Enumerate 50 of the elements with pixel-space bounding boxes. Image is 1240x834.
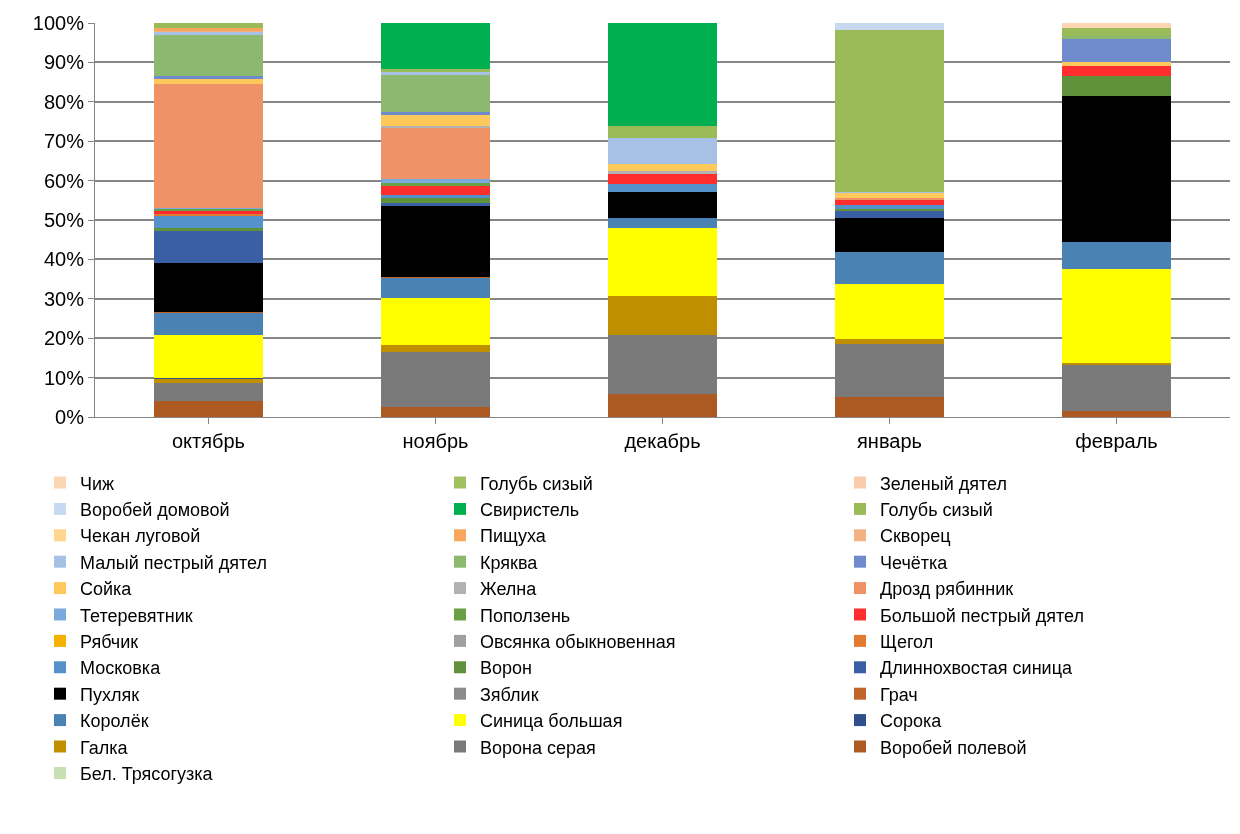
legend-label: Голубь сизый	[880, 499, 993, 520]
legend-label: Московка	[80, 658, 162, 679]
y-tick-label: 0%	[55, 406, 85, 428]
legend-label: Галка	[80, 737, 129, 758]
legend-label: Чечётка	[880, 552, 949, 573]
y-tick-label: 10%	[43, 366, 85, 389]
y-tick-label: 20%	[43, 327, 85, 350]
x-tick-label: декабрь	[624, 430, 701, 452]
y-tick-label: 80%	[43, 90, 85, 113]
x-tick-label: ноябрь	[402, 430, 469, 452]
y-tick-label: 60%	[43, 169, 85, 192]
legend-label: Овсянка обыкновенная	[480, 631, 676, 652]
legend-label: Желна	[480, 579, 538, 600]
legend-label: Чекан луговой	[80, 526, 201, 547]
legend-label: Малый пестрый дятел	[80, 552, 267, 573]
legend-label: Королёк	[80, 711, 149, 732]
legend-label: Воробей домовой	[80, 499, 230, 520]
legend-label: Рябчик	[80, 631, 139, 652]
legend-label: Большой пестрый дятел	[880, 605, 1085, 626]
legend-label: Дрозд рябинник	[880, 579, 1014, 600]
y-tick-label: 40%	[43, 248, 85, 271]
x-tick-label: февраль	[1075, 430, 1158, 452]
y-tick-label: 30%	[43, 287, 85, 310]
legend-label: Пищуха	[480, 526, 547, 547]
legend-label: Ворон	[480, 658, 532, 679]
legend-label: Голубь сизый	[480, 473, 593, 494]
legend-label: Сорока	[880, 711, 943, 732]
legend-label: Бел. Трясогузка	[80, 763, 214, 784]
legend-label: Свиристель	[480, 499, 580, 520]
legend-label: Воробей полевой	[880, 737, 1027, 758]
legend-label: Чиж	[80, 473, 115, 494]
y-tick-label: 50%	[43, 209, 85, 231]
legend-label: Кряква	[480, 552, 539, 573]
y-tick-label: 90%	[43, 51, 85, 74]
legend-label: Тетеревятник	[80, 605, 193, 626]
legend-label: Ворона серая	[480, 737, 596, 758]
x-tick-label: январь	[857, 430, 922, 452]
legend-label: Зяблик	[480, 684, 539, 705]
legend-label: Зеленый дятел	[880, 473, 1007, 494]
legend-label: Грач	[880, 684, 918, 705]
y-tick-label: 100%	[32, 12, 85, 34]
legend-label: Щегол	[880, 631, 934, 652]
y-tick-label: 70%	[43, 130, 85, 153]
legend-label: Синица большая	[480, 711, 623, 732]
x-tick-label: октябрь	[171, 430, 246, 452]
legend-label: Сойка	[80, 579, 133, 600]
legend-label: Скворец	[880, 526, 951, 547]
legend-label: Пухляк	[80, 684, 140, 705]
legend-label: Длиннохвостая синица	[880, 658, 1073, 679]
legend-label: Поползень	[480, 605, 571, 626]
